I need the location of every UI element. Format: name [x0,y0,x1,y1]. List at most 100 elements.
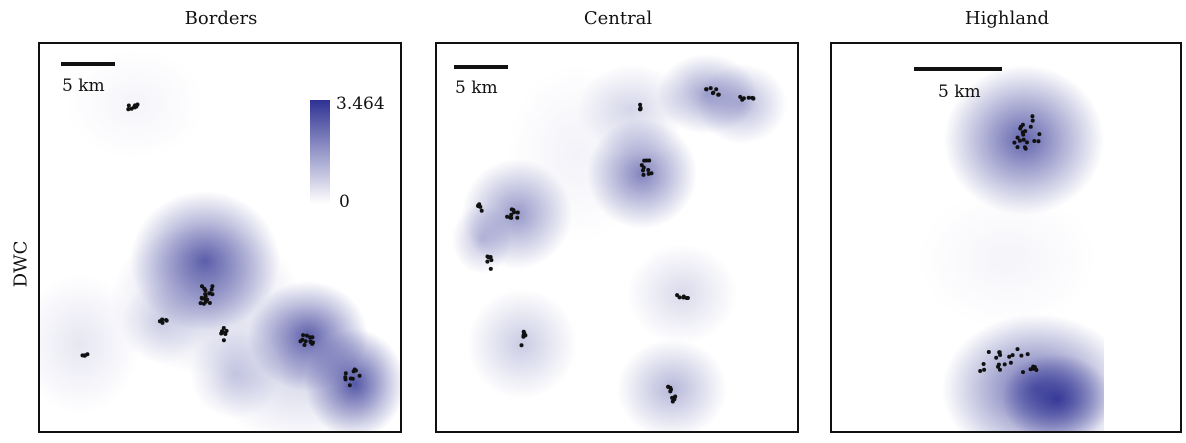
sample-point [998,353,1003,357]
sample-point [357,373,362,378]
sample-point [982,367,987,372]
map-panel-borders[interactable]: 5 km 3.464 0 [38,42,402,433]
sample-point [641,168,645,173]
colorbar-min-label: 0 [339,192,350,212]
sample-point [1015,135,1020,140]
sample-point [1018,126,1023,131]
sample-point [1015,145,1020,150]
density-hotspot [1002,354,1104,431]
sample-point [1032,139,1037,143]
sample-point [1021,370,1025,375]
sample-point [343,371,348,376]
sample-point [1008,360,1013,365]
sample-point [298,339,303,344]
sample-point [479,208,484,213]
sample-point [1030,114,1035,119]
sample-point [209,287,214,292]
sample-point [129,106,134,111]
sample-point [1002,362,1007,367]
sample-point [741,96,746,101]
row-label: DWC [4,234,38,294]
map-panel-central[interactable]: 5 km [435,42,799,433]
sample-point [1031,366,1036,371]
sample-point [486,255,491,260]
sample-point [996,362,1001,367]
sample-point [343,377,348,382]
sample-point [198,301,203,306]
sample-point [210,284,215,289]
sample-point [485,259,490,264]
density-map-borders[interactable] [40,44,400,431]
sample-point [646,171,651,176]
sample-point [672,397,677,402]
sample-point [704,87,709,92]
sample-point [1015,347,1020,352]
sample-point [219,331,224,336]
sample-point [638,102,643,107]
density-map-central[interactable] [437,44,797,431]
sample-point [303,339,308,344]
sample-point [350,376,355,381]
density-hotspot [697,64,787,144]
sample-point [669,387,673,392]
sample-point [210,292,215,297]
density-hotspot [627,244,737,344]
sample-point [1021,137,1026,142]
density-hotspot [617,339,727,431]
sample-point [1023,129,1028,134]
sample-point [1022,145,1027,150]
sample-point [644,158,649,163]
sample-point [666,384,671,389]
sample-point [746,95,751,100]
sample-point [986,350,991,354]
sample-point [1025,140,1029,145]
sample-point [200,296,205,301]
sample-point [509,207,514,212]
scale-label: 5 km [455,78,498,98]
density-map-highland[interactable] [832,44,1180,431]
density-hotspot [452,204,512,274]
sample-point [1025,352,1030,357]
sample-point [714,87,719,92]
sample-point [133,103,137,108]
sample-point [223,332,228,336]
sample-point [201,301,206,306]
map-panel-highland[interactable]: 5 km [830,42,1182,433]
sample-point [994,355,999,360]
sample-point [1007,354,1012,359]
sample-point [203,288,208,293]
sample-point [126,103,131,108]
sample-point [489,258,494,263]
sample-point [519,343,524,348]
sample-point [200,284,204,289]
sample-point [1012,140,1017,145]
sample-point [205,297,210,302]
sample-point [509,215,514,220]
sample-point [1019,353,1024,358]
sample-point [751,96,756,101]
sample-point [716,92,721,97]
row-label-text: DWC [10,240,32,288]
sample-point [308,335,312,340]
panel-title-borders: Borders [184,8,258,29]
sample-point [207,301,212,305]
scale-label: 5 km [938,82,981,102]
density-hotspot [210,304,390,431]
sample-point [224,328,229,333]
sample-point [1028,124,1033,129]
sample-point [738,94,743,99]
sample-point [301,333,306,338]
sample-point [681,295,686,300]
sample-point [521,329,526,334]
sample-point [1010,353,1015,358]
sample-point [1030,118,1035,123]
sample-point [512,210,517,215]
sample-point [998,367,1002,372]
sample-point [476,204,481,209]
sample-point [638,106,643,111]
sample-point [203,292,208,297]
sample-point [221,326,226,330]
sample-point [126,107,131,112]
density-hotspot [917,189,1097,329]
sample-point [160,317,165,322]
